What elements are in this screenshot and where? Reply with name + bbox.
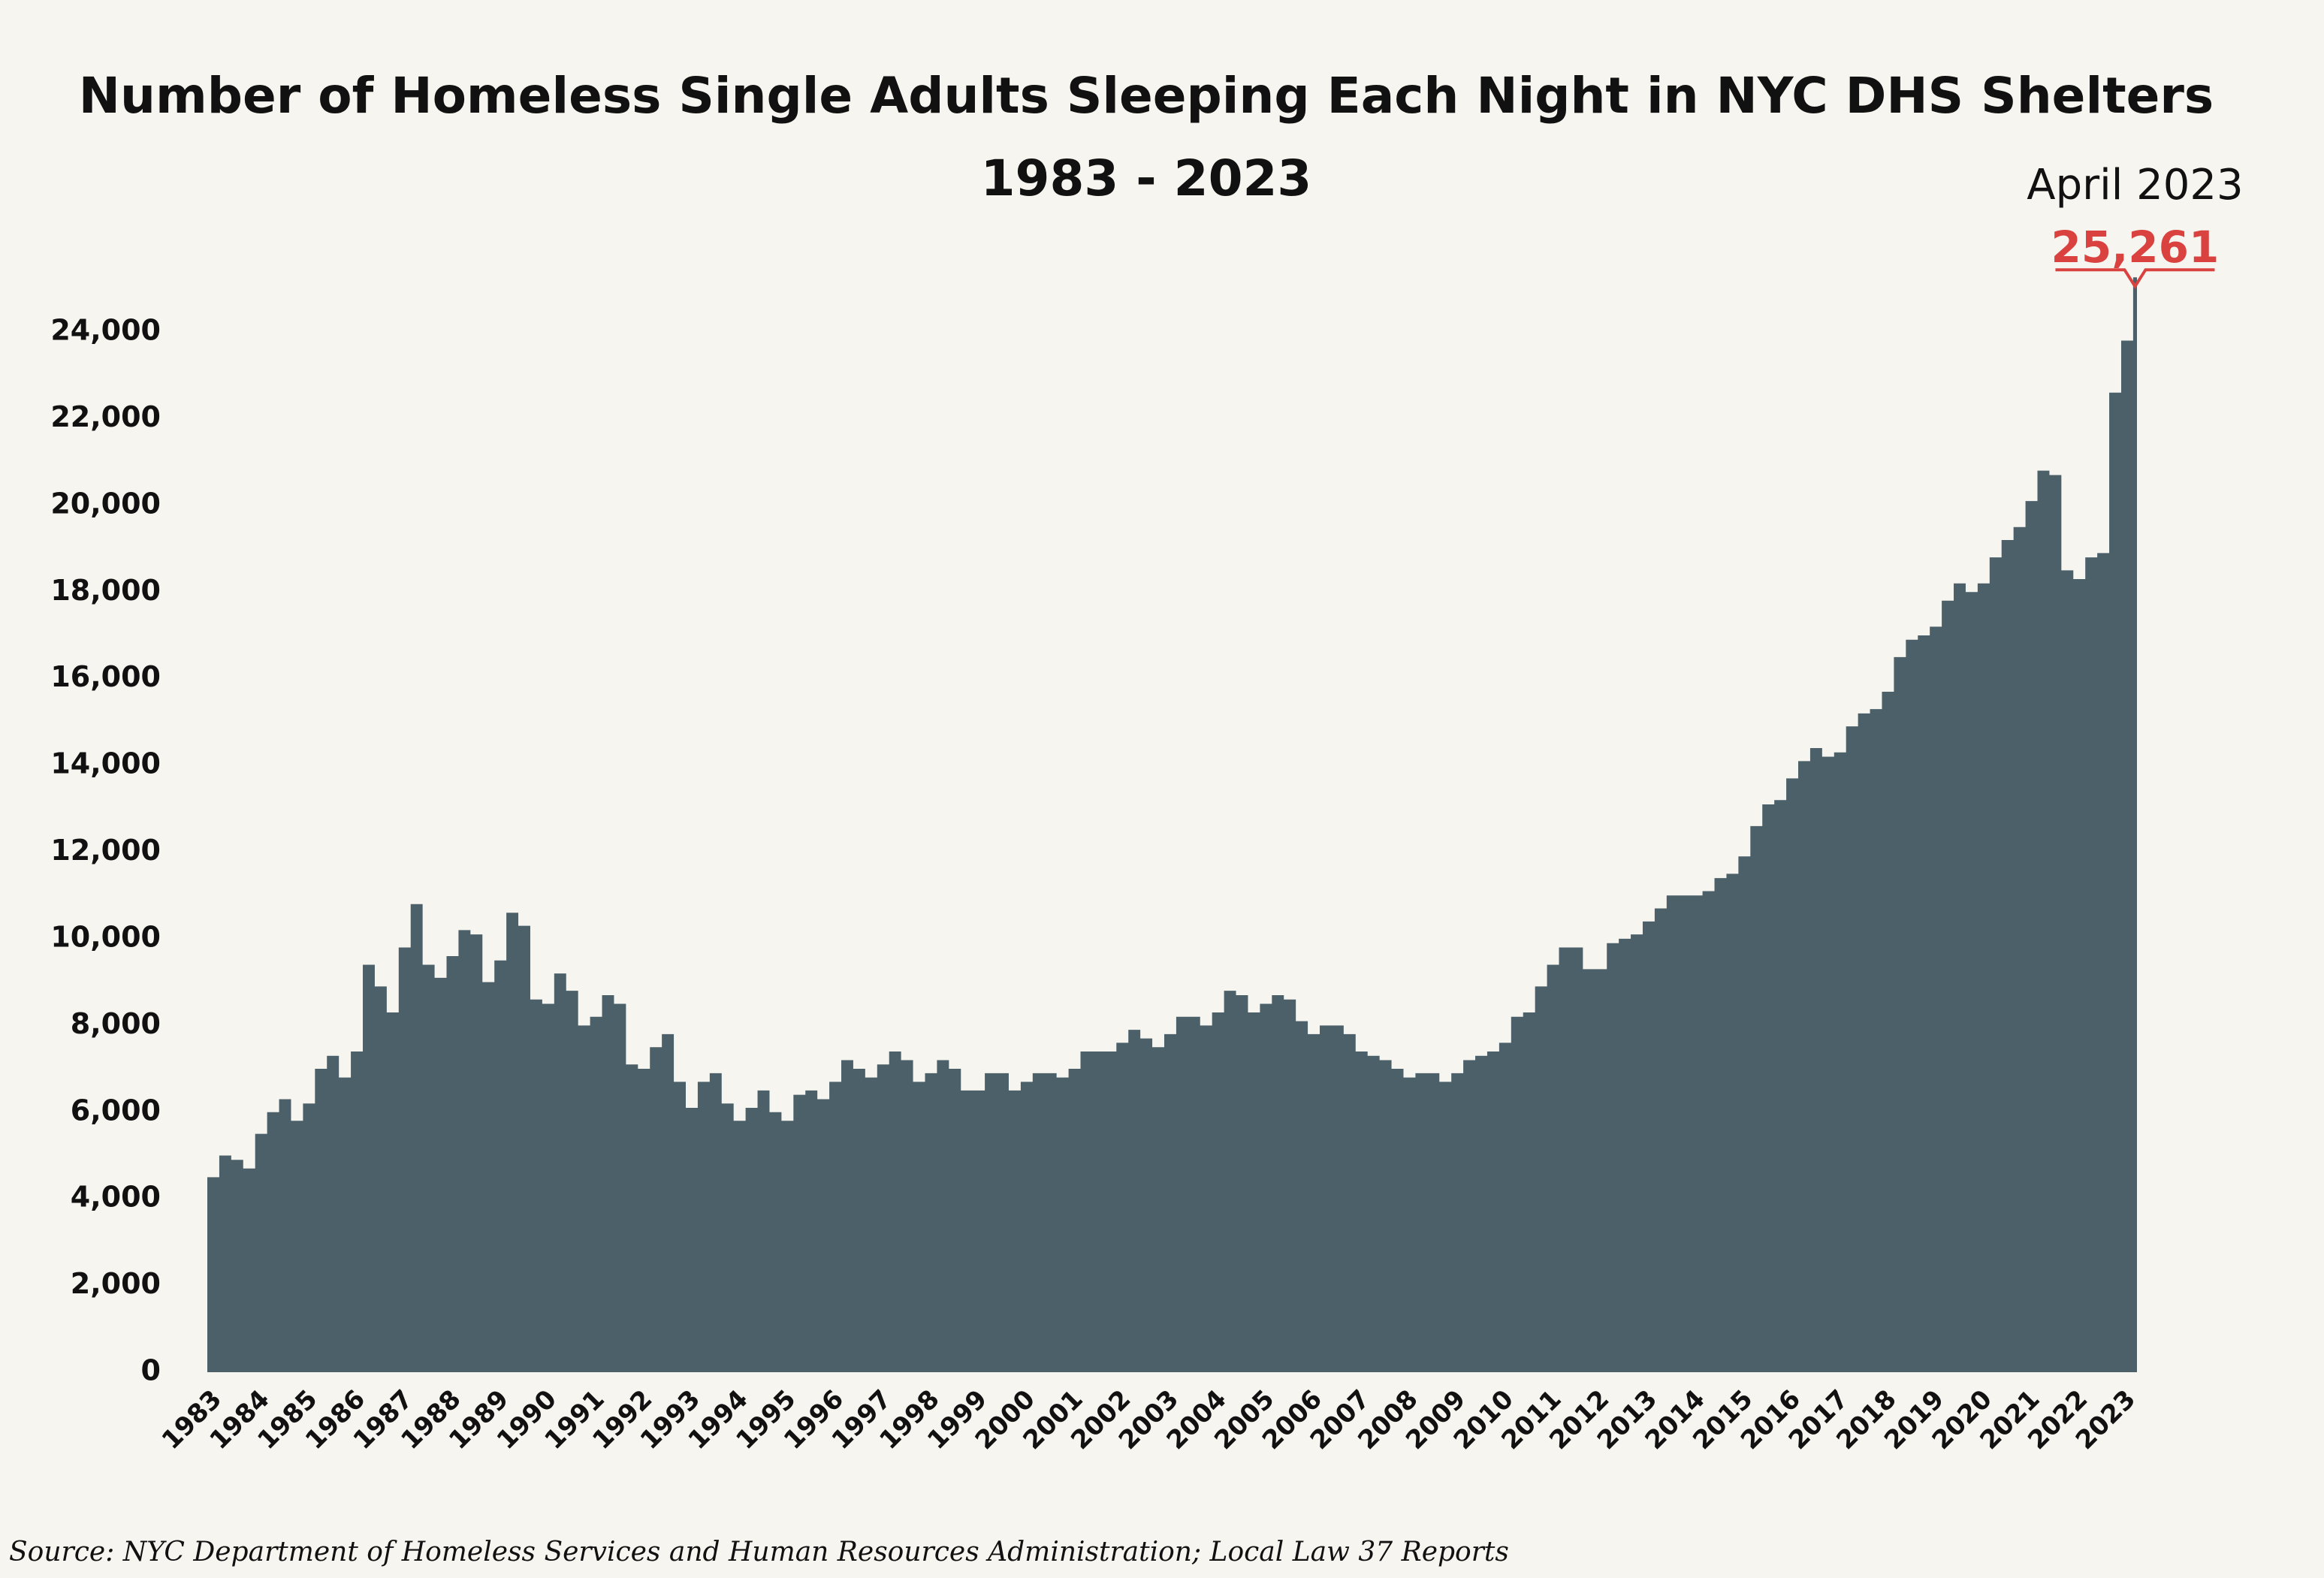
chart-subtitle: 1983 - 2023	[981, 149, 1312, 207]
source-note: Source: NYC Department of Homeless Servi…	[9, 1537, 1509, 1567]
annotation-date: April 2023	[2027, 161, 2243, 210]
area	[207, 277, 2137, 1373]
y-tick-label: 14,000	[50, 747, 161, 780]
chart-title: Number of Homeless Single Adults Sleepin…	[79, 67, 2214, 125]
annotation-marker	[2055, 268, 2215, 289]
y-tick-label: 24,000	[50, 314, 161, 347]
y-tick-label: 20,000	[50, 487, 161, 520]
y-tick-label: 2,000	[71, 1267, 161, 1300]
y-tick-label: 12,000	[50, 834, 161, 867]
annotation-value: 25,261	[2051, 222, 2220, 273]
y-tick-label: 4,000	[71, 1181, 161, 1214]
y-tick-label: 18,000	[50, 574, 161, 607]
y-tick-label: 22,000	[50, 400, 161, 433]
y-tick-label: 6,000	[71, 1094, 161, 1127]
y-tick-label: 8,000	[71, 1007, 161, 1040]
y-tick-label: 10,000	[50, 920, 161, 953]
y-tick-label: 16,000	[50, 660, 161, 693]
y-tick-label: 0	[141, 1354, 161, 1387]
